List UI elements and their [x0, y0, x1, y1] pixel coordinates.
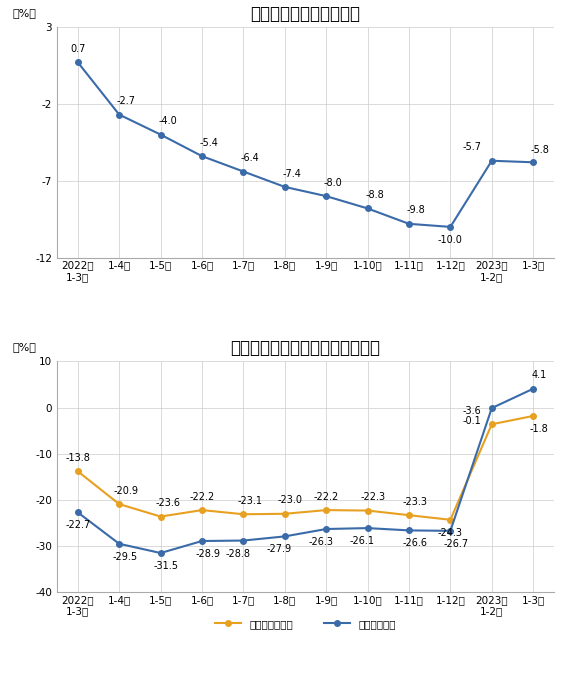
商品房销售额 [364, 524, 371, 532]
Text: 4.1: 4.1 [531, 370, 546, 380]
Text: -26.3: -26.3 [308, 537, 333, 547]
商品房销售面积 [364, 507, 371, 515]
Text: （%）: （%） [13, 343, 37, 352]
商品房销售额 [116, 540, 123, 548]
商品房销售面积 [323, 506, 329, 514]
Text: -28.9: -28.9 [195, 549, 220, 559]
Title: 全国房地产开发投资增速: 全国房地产开发投资增速 [251, 5, 360, 23]
Text: -27.9: -27.9 [267, 544, 292, 555]
商品房销售面积 [405, 511, 412, 519]
Text: -29.5: -29.5 [112, 552, 137, 562]
商品房销售额 [447, 527, 454, 535]
Text: -6.4: -6.4 [241, 153, 260, 163]
商品房销售额 [405, 526, 412, 534]
Text: -7.4: -7.4 [282, 168, 301, 178]
商品房销售额 [530, 385, 537, 393]
Text: （%）: （%） [13, 7, 37, 17]
商品房销售面积 [530, 412, 537, 420]
商品房销售面积 [447, 516, 454, 524]
商品房销售面积 [74, 467, 81, 475]
Text: -13.8: -13.8 [65, 453, 90, 463]
Text: -2.7: -2.7 [116, 96, 136, 106]
商品房销售额 [240, 536, 247, 544]
商品房销售额 [74, 508, 81, 516]
Text: -5.7: -5.7 [463, 143, 482, 152]
商品房销售额 [282, 532, 288, 540]
Line: 商品房销售面积: 商品房销售面积 [75, 413, 536, 522]
商品房销售额 [199, 537, 206, 545]
Text: -26.7: -26.7 [443, 539, 468, 549]
Text: -8.8: -8.8 [365, 190, 384, 200]
Text: -23.6: -23.6 [155, 498, 180, 508]
商品房销售面积 [282, 509, 288, 518]
Text: -9.8: -9.8 [407, 205, 425, 215]
Text: -20.9: -20.9 [114, 486, 139, 496]
Text: -4.0: -4.0 [158, 116, 177, 127]
Text: -3.6: -3.6 [463, 406, 482, 416]
商品房销售面积 [240, 510, 247, 518]
Text: -28.8: -28.8 [226, 548, 250, 559]
Text: -22.3: -22.3 [360, 492, 385, 502]
Title: 全国商品房销售面积及销售额增速: 全国商品房销售面积及销售额增速 [231, 339, 380, 357]
Text: -26.6: -26.6 [402, 538, 427, 548]
商品房销售额 [157, 549, 164, 557]
商品房销售额 [488, 404, 495, 412]
Text: -22.2: -22.2 [313, 492, 339, 502]
Text: -23.1: -23.1 [238, 496, 263, 506]
Text: -0.1: -0.1 [463, 416, 482, 426]
Line: 商品房销售额: 商品房销售额 [75, 386, 536, 556]
Text: -31.5: -31.5 [154, 561, 179, 571]
Text: -8.0: -8.0 [324, 178, 343, 188]
Text: -5.4: -5.4 [199, 138, 218, 148]
商品房销售面积 [116, 500, 123, 508]
商品房销售面积 [199, 506, 206, 514]
Text: -26.1: -26.1 [349, 536, 375, 546]
Text: -22.7: -22.7 [65, 520, 90, 530]
Text: -23.0: -23.0 [278, 495, 303, 505]
Legend: 商品房销售面积, 商品房销售额: 商品房销售面积, 商品房销售额 [211, 615, 400, 633]
商品房销售面积 [157, 513, 164, 521]
Text: -1.8: -1.8 [529, 424, 548, 434]
Text: -24.3: -24.3 [438, 528, 463, 538]
Text: -22.2: -22.2 [190, 492, 215, 502]
Text: -5.8: -5.8 [530, 145, 549, 155]
Text: -10.0: -10.0 [438, 235, 463, 245]
商品房销售额 [323, 525, 329, 533]
商品房销售面积 [488, 420, 495, 428]
Text: -23.3: -23.3 [402, 497, 427, 507]
Text: 0.7: 0.7 [70, 44, 86, 54]
